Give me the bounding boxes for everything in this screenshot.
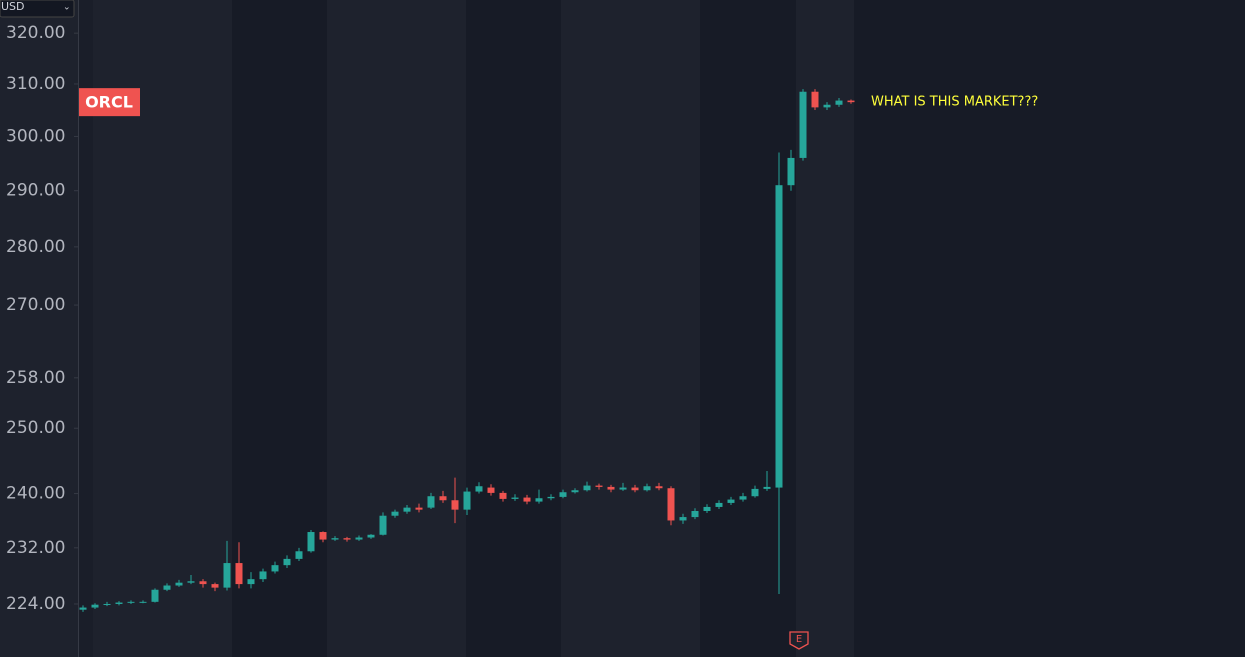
earnings-label: E: [796, 634, 802, 645]
candle-body: [667, 488, 675, 521]
candle-body: [307, 532, 315, 552]
candle-body: [595, 485, 603, 487]
currency-select[interactable]: [0, 0, 75, 18]
candle-body: [619, 487, 627, 490]
y-tick-label: 250.00: [6, 418, 65, 438]
candle-body: [523, 497, 531, 502]
dropdown-arrow: ⌄: [63, 3, 71, 13]
candle-body: [403, 507, 411, 512]
candle-body: [211, 584, 219, 588]
candle-body: [535, 498, 543, 502]
candle-body: [499, 492, 507, 499]
candle-body: [583, 485, 591, 491]
candle-body: [547, 496, 555, 499]
candle-body: [343, 538, 351, 540]
candle-body: [715, 502, 723, 507]
candle-body: [763, 486, 771, 489]
session-band: [79, 0, 93, 657]
candle-body: [511, 497, 519, 499]
y-tick-label: 310.00: [6, 74, 65, 94]
candle-body: [799, 91, 807, 158]
candle-body: [487, 487, 495, 493]
candle-body: [811, 91, 819, 108]
candle-body: [235, 563, 243, 585]
candle-body: [631, 487, 639, 491]
candle-body: [655, 486, 663, 489]
symbol-tag-bg: [79, 88, 140, 117]
candle-body: [79, 607, 87, 610]
candle-body: [727, 499, 735, 503]
candle-body: [691, 510, 699, 518]
candle-body: [643, 486, 651, 491]
candle-body: [283, 558, 291, 566]
candle-body: [319, 532, 327, 540]
candle-body: [835, 100, 843, 105]
candle-body: [847, 100, 855, 103]
candle-body: [775, 185, 783, 488]
candle-body: [295, 551, 303, 559]
candle-body: [415, 507, 423, 510]
candle-body: [823, 104, 831, 108]
session-band: [466, 0, 561, 657]
candle-body: [607, 486, 615, 490]
candle-body: [175, 582, 183, 586]
candle-body: [271, 565, 279, 572]
candle-body: [751, 488, 759, 497]
candle-body: [127, 601, 135, 603]
y-tick-label: 240.00: [6, 484, 65, 504]
y-tick-label: 258.00: [6, 368, 65, 388]
y-tick-label: 232.00: [6, 538, 65, 558]
candle-body: [139, 601, 147, 603]
candle-body: [199, 581, 207, 585]
candle-body: [151, 589, 159, 602]
candle-body: [223, 563, 231, 588]
session-band: [232, 0, 327, 657]
y-tick-label: 280.00: [6, 237, 65, 257]
earnings-marker[interactable]: [789, 631, 809, 650]
y-tick-label: 300.00: [6, 126, 65, 146]
candle-body: [427, 496, 435, 508]
candle-body: [259, 571, 267, 580]
y-tick-label: 270.00: [6, 295, 65, 315]
candle-body: [571, 490, 579, 493]
y-tick-label: 290.00: [6, 181, 65, 201]
candle-body: [355, 537, 363, 540]
candle-body: [331, 538, 339, 540]
session-band: [854, 0, 1245, 657]
candle-body: [115, 602, 123, 604]
candle-body: [463, 491, 471, 510]
candle-body: [739, 496, 747, 500]
candle-body: [187, 581, 195, 583]
candle-body: [367, 534, 375, 538]
candle-body: [247, 579, 255, 585]
candle-body: [103, 603, 111, 605]
candle-body: [379, 515, 387, 535]
candle-body: [679, 517, 687, 521]
candle-body: [475, 486, 483, 492]
y-tick-label: 224.00: [6, 594, 65, 614]
candle-body: [703, 506, 711, 511]
candle-body: [91, 604, 99, 608]
candle-body: [451, 500, 459, 510]
candle-body: [787, 157, 795, 186]
symbol-tag: ORCL: [85, 93, 133, 112]
candle-body: [163, 585, 171, 590]
y-tick-label: 320.00: [6, 23, 65, 43]
currency-label: USD: [1, 0, 25, 13]
annotation: WHAT IS THIS MARKET???: [871, 95, 1038, 110]
candle-body: [439, 496, 447, 501]
candle-body: [391, 511, 399, 516]
candle-body: [559, 492, 567, 497]
